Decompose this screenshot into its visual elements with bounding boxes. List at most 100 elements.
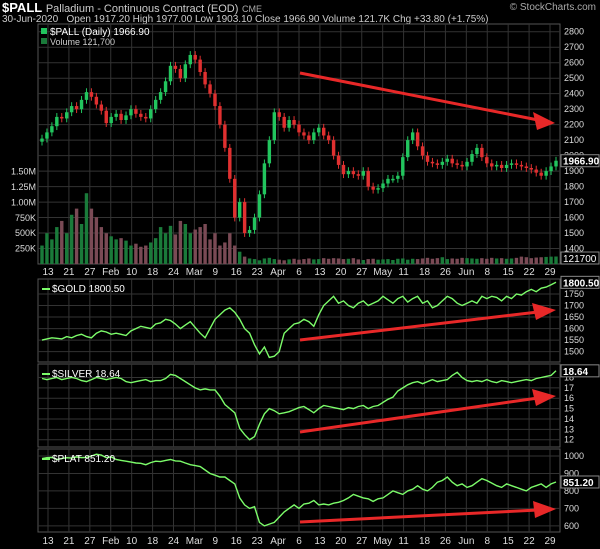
candle-body [519, 164, 524, 167]
candle-body [55, 116, 59, 127]
candle-body [450, 158, 454, 164]
candle-body [129, 109, 133, 116]
candle-body [272, 112, 277, 141]
volume-bar [60, 220, 64, 264]
y-tick-label: 2300 [564, 104, 584, 114]
candle-body [45, 132, 49, 139]
candle-body [287, 120, 291, 128]
candle-body [524, 166, 529, 168]
volume-bar [203, 224, 207, 264]
candle-body [440, 161, 445, 165]
volume-tick-label: 500K [15, 228, 36, 238]
volume-bar [168, 225, 173, 264]
x-tick-label: Feb [102, 267, 120, 278]
x-tick-label: 6 [296, 267, 302, 278]
x-tick-label: Mar [186, 267, 204, 278]
volume-bar [89, 208, 94, 264]
x-tick-label: 18 [419, 536, 431, 547]
volume-bar [361, 260, 365, 264]
volume-bar [144, 245, 148, 264]
legend-plat: $PLAT 851.20 [52, 454, 115, 465]
candle-body [410, 132, 415, 141]
legend-gold: $GOLD 1800.50 [52, 284, 125, 295]
y-tick-label: 1800 [564, 182, 584, 192]
candle-body [415, 132, 420, 147]
volume-bar [183, 224, 188, 264]
candle-body [74, 106, 79, 110]
legend-swatch-volume [41, 38, 47, 44]
candle-body [267, 140, 272, 164]
volume-bar [509, 258, 514, 264]
volume-bar [341, 259, 346, 264]
y-tick-label: 2200 [564, 120, 584, 130]
chart-symbol: $PALL [2, 0, 43, 15]
candle-body [312, 132, 316, 141]
volume-bar [494, 258, 499, 264]
candle-body [371, 186, 375, 190]
volume-bar [490, 257, 494, 264]
x-tick-label: Apr [270, 267, 286, 278]
y-tick-label: 1900 [564, 166, 584, 176]
volume-bar [430, 258, 435, 264]
x-tick-label: 13 [42, 267, 54, 278]
x-tick-label: 15 [503, 267, 515, 278]
volume-bar [198, 227, 202, 264]
x-tick-label: 27 [356, 267, 368, 278]
volume-tick-label: 750K [15, 213, 36, 223]
y-tick-label: 1700 [564, 301, 584, 311]
volume-bar [124, 240, 128, 264]
trend-arrowhead-price [533, 112, 555, 130]
volume-bar [129, 245, 133, 264]
x-tick-label: 15 [503, 536, 515, 547]
candle-body [549, 166, 553, 172]
volume-bar [366, 259, 370, 264]
y-tick-label: 2500 [564, 73, 584, 83]
volume-bar [465, 258, 469, 264]
candle-body [326, 135, 331, 141]
x-tick-label: 22 [524, 267, 536, 278]
y-tick-label: 1400 [564, 244, 584, 254]
candle-body [149, 109, 153, 119]
x-tick-label: 10 [126, 536, 138, 547]
series-line-silver [41, 370, 557, 441]
candle-body [401, 157, 405, 176]
y-tick-label: 12 [564, 435, 574, 445]
y-tick-label: 1500 [564, 228, 584, 238]
candle-body [554, 160, 558, 167]
candle-body [109, 116, 113, 124]
candle-body [465, 161, 469, 167]
candle-body [242, 202, 247, 234]
y-tick-label: 1550 [564, 335, 584, 345]
x-tick-label: May [373, 536, 392, 547]
candle-body [292, 120, 296, 125]
volume-bar [178, 220, 183, 264]
volume-bar [450, 258, 454, 264]
y-tick-label: 2100 [564, 135, 584, 145]
candle-body [396, 175, 400, 179]
volume-bar [114, 239, 118, 264]
volume-bar [410, 258, 415, 264]
volume-bar [371, 258, 375, 264]
candle-body [233, 178, 237, 218]
volume-tick-label: 1.50M [11, 167, 36, 177]
chart-name: Palladium - Continuous Contract (EOD) [45, 3, 239, 15]
x-tick-label: 23 [252, 536, 264, 547]
volume-bar [188, 233, 192, 264]
candle-body [223, 124, 227, 148]
candle-body [376, 188, 380, 190]
candle-body [485, 157, 489, 164]
volume-bar [499, 258, 504, 264]
candle-body [208, 84, 212, 94]
y-tick-label: 700 [564, 503, 579, 513]
candle-body [534, 169, 538, 173]
x-tick-label: 8 [484, 536, 490, 547]
x-tick-label: 27 [356, 536, 368, 547]
candle-body [490, 163, 494, 167]
x-tick-label: 20 [335, 536, 347, 547]
volume-bar [326, 258, 331, 264]
trend-arrow-silver [299, 396, 539, 434]
volume-bar [401, 258, 405, 264]
volume-bar [139, 246, 143, 264]
candle-body [178, 68, 183, 79]
